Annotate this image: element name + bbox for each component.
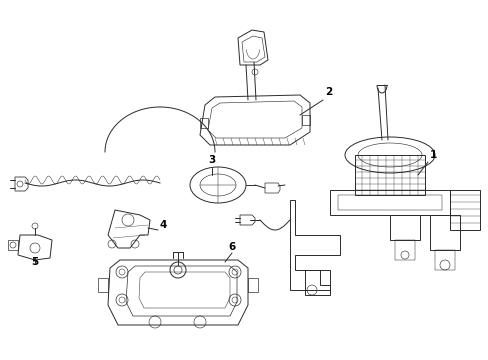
Text: 4: 4: [160, 220, 167, 230]
Text: 6: 6: [228, 242, 235, 252]
Text: 2: 2: [325, 87, 331, 97]
Text: 3: 3: [208, 155, 215, 165]
Text: 1: 1: [429, 150, 436, 160]
Text: 5: 5: [31, 257, 39, 267]
